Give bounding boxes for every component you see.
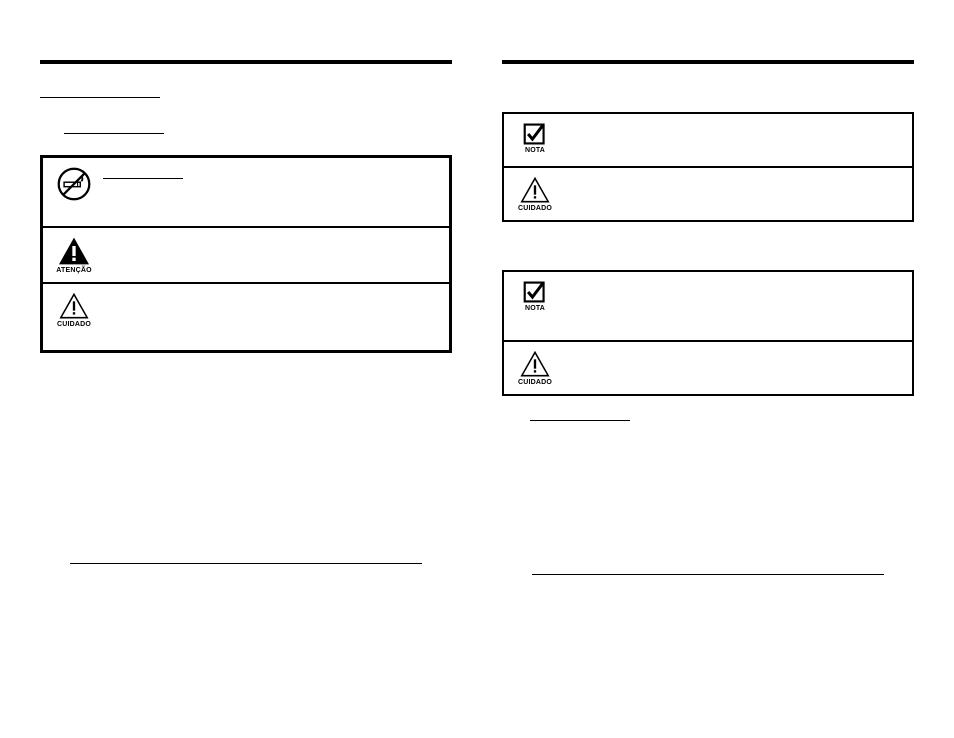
- callout-text: [95, 166, 439, 184]
- callout-group-right-1: NOTA CUIDADO: [502, 112, 914, 222]
- callout-row-cuidado: CUIDADO: [504, 340, 912, 394]
- callout-row-nota: NOTA: [504, 272, 912, 340]
- caution-triangle-outline-icon: [519, 176, 551, 204]
- icon-label-cuidado: CUIDADO: [518, 205, 552, 212]
- closing-heading-wrapper: [530, 408, 914, 426]
- icon-cell: CUIDADO: [53, 292, 95, 328]
- page-columns: ATENÇÃO CUIDADO: [40, 60, 914, 575]
- column-top-rule-right: [502, 60, 914, 64]
- section-heading: [40, 84, 160, 98]
- icon-cell: CUIDADO: [514, 176, 556, 212]
- caution-triangle-outline-icon: [58, 292, 90, 320]
- icon-label-nota: NOTA: [525, 147, 545, 154]
- left-column: ATENÇÃO CUIDADO: [40, 60, 452, 575]
- column-top-rule-left: [40, 60, 452, 64]
- callout-row-no-smoking: [43, 158, 449, 226]
- callout-group-right-2: NOTA CUIDADO: [502, 270, 914, 396]
- right-column: NOTA CUIDADO: [502, 60, 914, 575]
- nota-checkbox-icon: [522, 280, 548, 304]
- icon-label-atencao: ATENÇÃO: [56, 267, 92, 274]
- callout-row-cuidado: CUIDADO: [504, 166, 912, 220]
- warning-triangle-filled-icon: [57, 236, 91, 266]
- sub-heading-wrapper: [40, 111, 452, 147]
- caution-triangle-outline-icon: [519, 350, 551, 378]
- callout-group-left: ATENÇÃO CUIDADO: [40, 155, 452, 353]
- icon-cell: ATENÇÃO: [53, 236, 95, 274]
- icon-label-cuidado: CUIDADO: [57, 321, 91, 328]
- no-smoking-icon: [56, 166, 92, 202]
- icon-label-nota: NOTA: [525, 305, 545, 312]
- callout-row-atencao: ATENÇÃO: [43, 226, 449, 282]
- icon-label-cuidado: CUIDADO: [518, 379, 552, 386]
- callout-row-nota: NOTA: [504, 114, 912, 166]
- icon-cell: NOTA: [514, 122, 556, 154]
- sub-heading: [64, 121, 164, 134]
- icon-cell: CUIDADO: [514, 350, 556, 386]
- spacer: [502, 84, 914, 104]
- nota-checkbox-icon: [522, 122, 548, 146]
- callout-row-cuidado: CUIDADO: [43, 282, 449, 350]
- icon-cell: NOTA: [514, 280, 556, 312]
- callout-inline-heading: [103, 166, 183, 179]
- spacer: [502, 234, 914, 262]
- column-bottom-rule-left: [70, 563, 422, 564]
- closing-heading: [530, 408, 630, 421]
- column-bottom-rule-right: [532, 574, 884, 575]
- section-heading-wrapper: [40, 84, 452, 111]
- icon-cell: [53, 166, 95, 202]
